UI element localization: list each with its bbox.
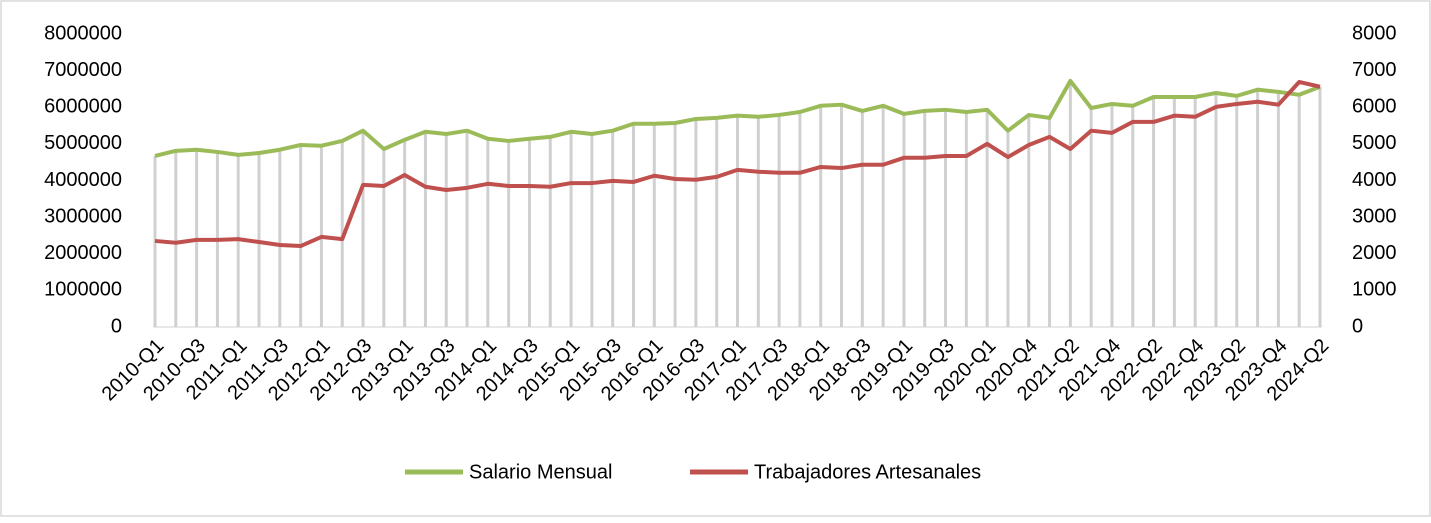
y-tick-label: 5000000: [44, 132, 122, 154]
y-tick-label: 1000000: [44, 279, 122, 301]
y2-tick-label: 4000: [1352, 169, 1397, 191]
y2-tick-label: 3000: [1352, 205, 1397, 227]
series-line: [154, 79, 1321, 249]
y2-tick-label: 0: [1352, 315, 1363, 337]
y-tick-label: 0: [111, 315, 122, 337]
y2-tick-label: 2000: [1352, 242, 1397, 264]
series-line: [154, 78, 1321, 158]
y2-tick-label: 8000: [1352, 22, 1397, 44]
legend-label: Salario Mensual: [469, 461, 612, 483]
y-tick-label: 8000000: [44, 22, 122, 44]
y2-tick-label: 5000: [1352, 132, 1397, 154]
legend-label: Trabajadores Artesanales: [754, 461, 981, 483]
y2-tick-label: 6000: [1352, 96, 1397, 118]
y-tick-label: 2000000: [44, 242, 122, 264]
y-tick-label: 6000000: [44, 96, 122, 118]
y-tick-label: 3000000: [44, 205, 122, 227]
y-tick-label: 7000000: [44, 59, 122, 81]
y-tick-label: 4000000: [44, 169, 122, 191]
y2-tick-label: 1000: [1352, 279, 1397, 301]
y2-tick-label: 7000: [1352, 59, 1397, 81]
